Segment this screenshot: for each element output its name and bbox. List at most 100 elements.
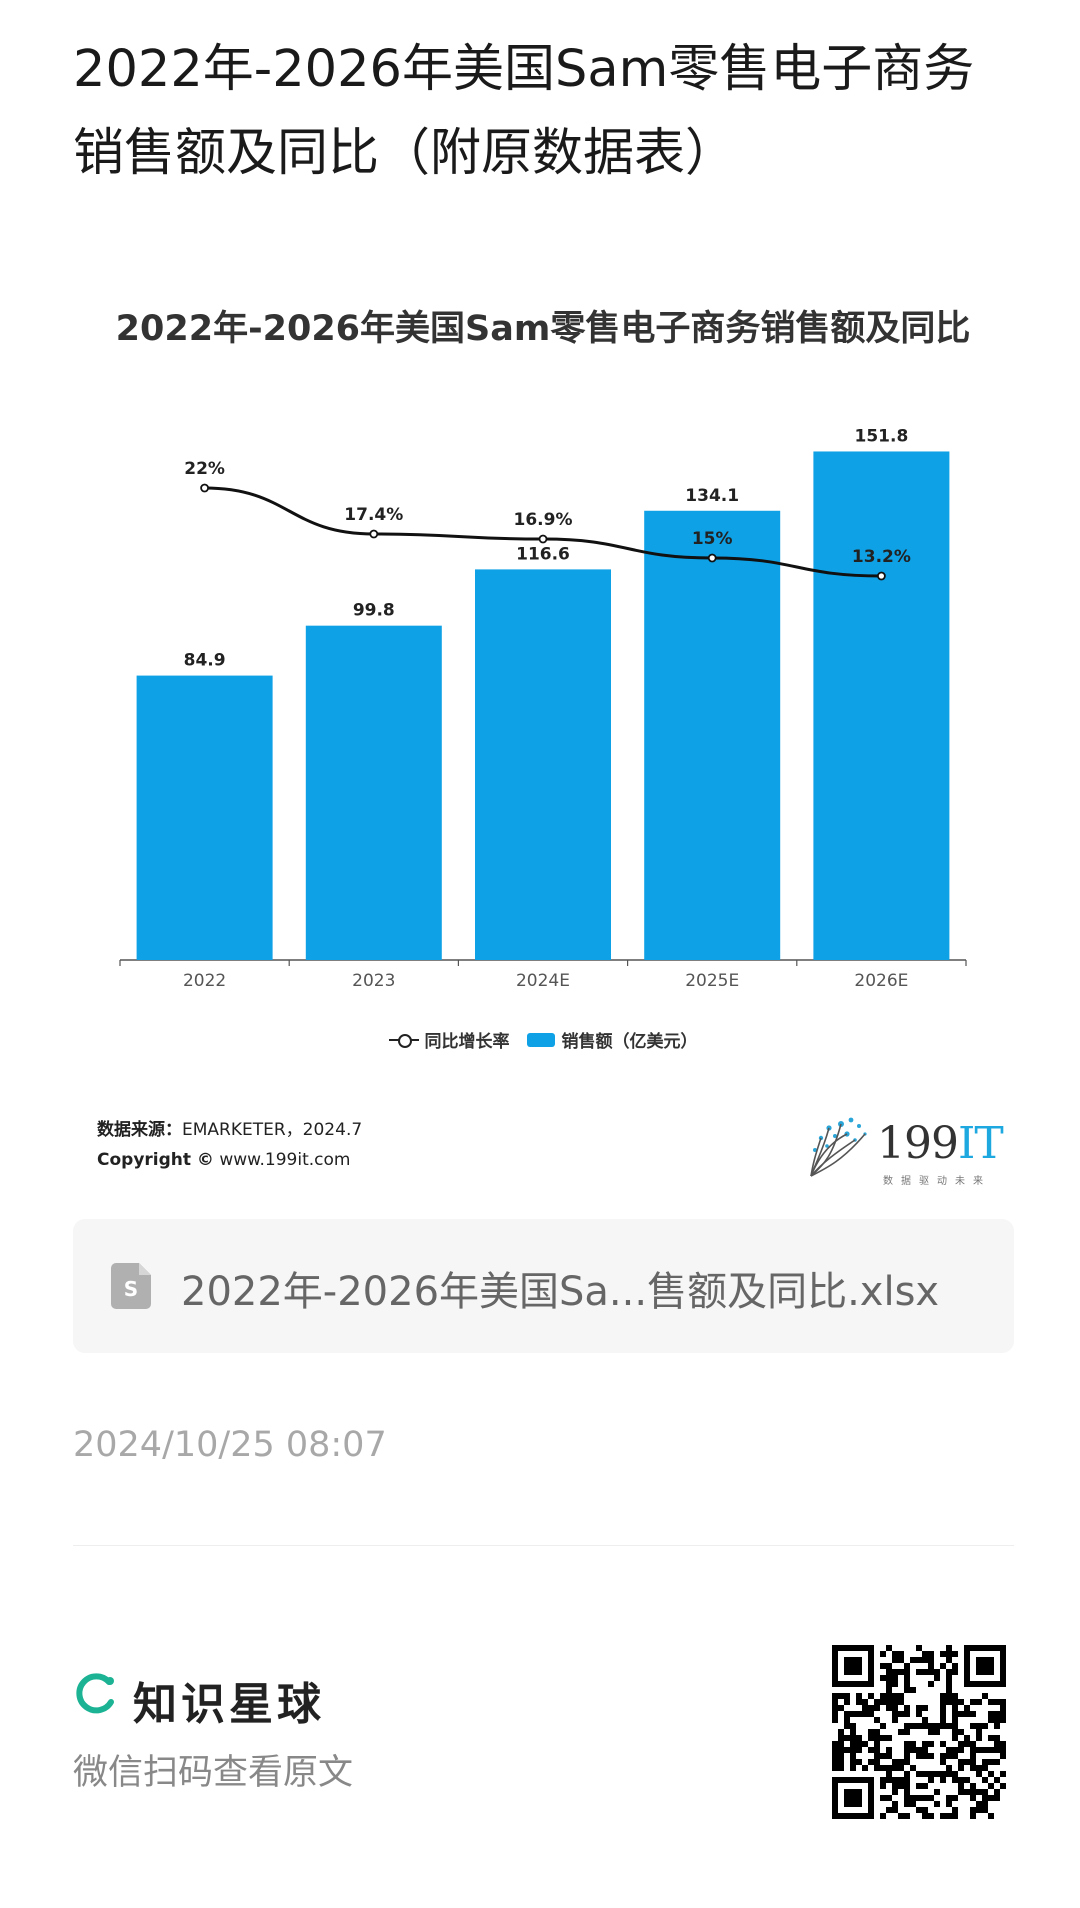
qr-module [892, 1651, 898, 1657]
qr-module [952, 1747, 958, 1753]
qr-module [856, 1759, 862, 1765]
attachment-file-card[interactable]: S 2022年-2026年美国Sa...售额及同比.xlsx [73, 1219, 1014, 1353]
growth-point [369, 529, 379, 539]
qr-module [880, 1777, 886, 1783]
qr-module [946, 1801, 952, 1807]
qr-module [970, 1753, 976, 1759]
qr-module [838, 1693, 844, 1699]
qr-module [982, 1663, 988, 1669]
qr-module [904, 1759, 910, 1765]
qr-module [970, 1699, 976, 1705]
qr-module [850, 1753, 856, 1759]
qr-module [868, 1789, 874, 1795]
spreadsheet-file-icon: S [111, 1263, 151, 1309]
x-tick-label: 2025E [685, 971, 739, 991]
logo-text: 199IT [877, 1118, 1004, 1169]
copyright-value: www.199it.com [219, 1150, 351, 1170]
qr-module [844, 1681, 850, 1687]
qr-module [916, 1807, 922, 1813]
qr-module [910, 1801, 916, 1807]
qr-module [856, 1657, 862, 1663]
bar-value-label: 84.9 [184, 651, 226, 671]
qr-module [904, 1801, 910, 1807]
qr-module [922, 1813, 928, 1819]
qr-module [940, 1705, 946, 1711]
qr-module [946, 1699, 952, 1705]
qr-module [988, 1813, 994, 1819]
qr-module [892, 1777, 898, 1783]
data-source: 数据来源：EMARKETER，2024.7 Copyright © www.19… [97, 1115, 362, 1175]
qr-module [844, 1669, 850, 1675]
qr-module [964, 1663, 970, 1669]
qr-module [892, 1807, 898, 1813]
qr-module [994, 1645, 1000, 1651]
qr-module [856, 1663, 862, 1669]
qr-module [982, 1693, 988, 1699]
legend-bar-marker-icon [527, 1032, 556, 1047]
qr-module [904, 1675, 910, 1681]
qr-module [988, 1747, 994, 1753]
qr-module [1000, 1699, 1006, 1705]
qr-module [940, 1759, 946, 1765]
qr-code-icon[interactable] [832, 1645, 1006, 1819]
qr-module [994, 1759, 1000, 1765]
qr-module [856, 1711, 862, 1717]
qr-module [904, 1669, 910, 1675]
qr-module [928, 1777, 934, 1783]
qr-module [982, 1765, 988, 1771]
qr-module [838, 1681, 844, 1687]
qr-module [922, 1669, 928, 1675]
qr-module [946, 1723, 952, 1729]
qr-module [832, 1777, 838, 1783]
qr-module [880, 1795, 886, 1801]
qr-module [850, 1777, 856, 1783]
x-tick-label: 2024E [516, 971, 570, 991]
qr-module [898, 1765, 904, 1771]
qr-module [892, 1693, 898, 1699]
qr-module [880, 1675, 886, 1681]
qr-module [1000, 1651, 1006, 1657]
qr-module [964, 1651, 970, 1657]
qr-module [892, 1783, 898, 1789]
legend-label-growth: 同比增长率 [424, 1032, 510, 1052]
qr-module [988, 1783, 994, 1789]
qr-module [916, 1753, 922, 1759]
qr-module [910, 1765, 916, 1771]
qr-module [838, 1747, 844, 1753]
qr-module [892, 1669, 898, 1675]
qr-module [886, 1693, 892, 1699]
x-tick-label: 2023 [352, 971, 395, 991]
dandelion-logo-icon [810, 1117, 867, 1177]
qr-module [964, 1681, 970, 1687]
attachment-file-name[interactable]: 2022年-2026年美国Sa...售额及同比.xlsx [181, 1269, 940, 1315]
divider [73, 1545, 1014, 1546]
qr-module [922, 1747, 928, 1753]
qr-module [934, 1789, 940, 1795]
qr-module [934, 1669, 940, 1675]
qr-module [1000, 1645, 1006, 1651]
qr-module [904, 1789, 910, 1795]
qr-module [934, 1723, 940, 1729]
qr-module [958, 1747, 964, 1753]
qr-module [946, 1651, 952, 1657]
qr-module [844, 1693, 850, 1699]
qr-module [868, 1747, 874, 1753]
qr-module [982, 1723, 988, 1729]
qr-module [928, 1657, 934, 1663]
qr-module [880, 1813, 886, 1819]
qr-module [868, 1693, 874, 1699]
qr-module [928, 1681, 934, 1687]
qr-module [862, 1813, 868, 1819]
qr-module [850, 1645, 856, 1651]
qr-module [928, 1771, 934, 1777]
qr-module [994, 1723, 1000, 1729]
qr-module [844, 1699, 850, 1705]
qr-module [940, 1771, 946, 1777]
qr-module [988, 1663, 994, 1669]
legend-item-growth: 同比增长率 [388, 1027, 510, 1052]
qr-module [832, 1693, 838, 1699]
qr-module [850, 1765, 856, 1771]
qr-module [850, 1669, 856, 1675]
qr-module [856, 1735, 862, 1741]
qr-module [946, 1669, 952, 1675]
